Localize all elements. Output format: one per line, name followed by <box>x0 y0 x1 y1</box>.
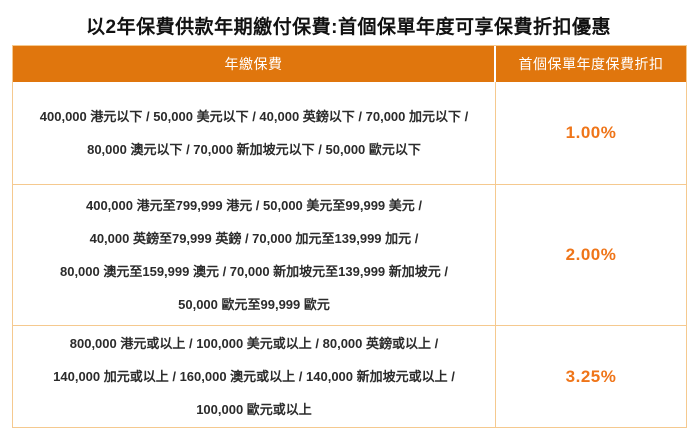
premium-range-line: 50,000 歐元至99,999 歐元 <box>178 297 330 312</box>
discount-value: 1.00% <box>565 123 617 142</box>
premium-range-line: 80,000 澳元至159,999 澳元 / 70,000 新加坡元至139,9… <box>59 264 448 279</box>
page-title: 以2年保費供款年期繳付保費:首個保單年度可享保費折扣優惠 <box>86 17 611 38</box>
discount-value: 3.25% <box>565 366 617 386</box>
premium-range-line: 140,000 加元或以上 / 160,000 澳元或以上 / 140,000 … <box>53 369 455 384</box>
discount-value: 2.00% <box>565 245 617 264</box>
discount-cell: 2.00% <box>496 185 686 325</box>
premium-range-cell: 800,000 港元或以上 / 100,000 美元或以上 / 80,000 英… <box>13 326 496 427</box>
premium-range-line: 400,000 港元以下 / 50,000 美元以下 / 40,000 英鎊以下… <box>39 109 469 124</box>
table-row-tier3: 800,000 港元或以上 / 100,000 美元或以上 / 80,000 英… <box>13 325 686 427</box>
premium-range-line: 80,000 澳元以下 / 70,000 新加坡元以下 / 50,000 歐元以… <box>87 142 421 157</box>
premium-range-line: 800,000 港元或以上 / 100,000 美元或以上 / 80,000 英… <box>69 336 439 351</box>
premium-discount-table: 年繳保費 首個保單年度保費折扣 400,000 港元以下 / 50,000 美元… <box>12 45 687 428</box>
premium-range-line: 40,000 英鎊至79,999 英鎊 / 70,000 加元至139,999 … <box>89 231 419 246</box>
header-first-year-discount: 首個保單年度保費折扣 <box>518 56 664 72</box>
header-annual-premium: 年繳保費 <box>13 46 496 82</box>
premium-range-cell: 400,000 港元以下 / 50,000 美元以下 / 40,000 英鎊以下… <box>13 82 496 184</box>
premium-range-cell: 400,000 港元至799,999 港元 / 50,000 美元至99,999… <box>13 185 496 325</box>
discount-cell: 3.25% <box>496 326 686 427</box>
discount-cell: 1.00% <box>496 82 686 184</box>
premium-range-line: 100,000 歐元或以上 <box>196 402 312 417</box>
table-row-tier1: 400,000 港元以下 / 50,000 美元以下 / 40,000 英鎊以下… <box>13 82 686 184</box>
table-row-tier2: 400,000 港元至799,999 港元 / 50,000 美元至99,999… <box>13 184 686 325</box>
premium-range-line: 400,000 港元至799,999 港元 / 50,000 美元至99,999… <box>85 198 422 213</box>
table-header-row: 年繳保費 首個保單年度保費折扣 <box>13 46 686 82</box>
